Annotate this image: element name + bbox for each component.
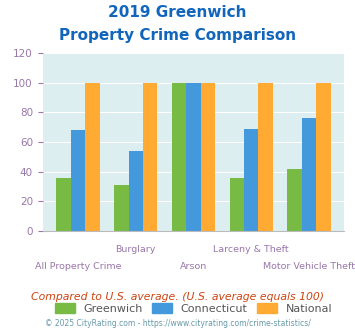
Bar <box>244 129 258 231</box>
Bar <box>143 82 157 231</box>
Bar <box>172 82 186 231</box>
Bar <box>129 151 143 231</box>
Bar <box>302 118 316 231</box>
Bar <box>56 178 71 231</box>
Bar <box>316 82 331 231</box>
Legend: Greenwich, Connecticut, National: Greenwich, Connecticut, National <box>50 298 337 318</box>
Text: Motor Vehicle Theft: Motor Vehicle Theft <box>263 262 355 271</box>
Bar <box>114 185 129 231</box>
Text: Property Crime Comparison: Property Crime Comparison <box>59 28 296 43</box>
Bar <box>85 82 100 231</box>
Text: 2019 Greenwich: 2019 Greenwich <box>108 5 247 20</box>
Text: Burglary: Burglary <box>115 245 156 254</box>
Bar <box>201 82 215 231</box>
Text: © 2025 CityRating.com - https://www.cityrating.com/crime-statistics/: © 2025 CityRating.com - https://www.city… <box>45 319 310 328</box>
Bar <box>287 169 302 231</box>
Text: Larceny & Theft: Larceny & Theft <box>213 245 289 254</box>
Bar <box>71 130 85 231</box>
Bar <box>230 178 244 231</box>
Text: Compared to U.S. average. (U.S. average equals 100): Compared to U.S. average. (U.S. average … <box>31 292 324 302</box>
Bar <box>258 82 273 231</box>
Bar <box>186 82 201 231</box>
Text: Arson: Arson <box>180 262 207 271</box>
Text: All Property Crime: All Property Crime <box>35 262 121 271</box>
